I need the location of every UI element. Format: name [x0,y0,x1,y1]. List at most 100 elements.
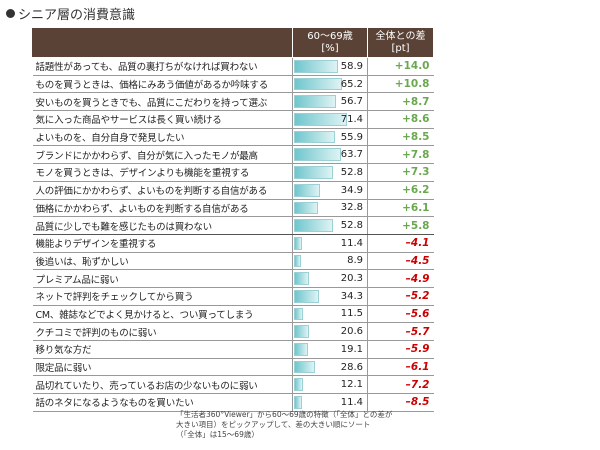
row-value-cell: 56.7 [292,92,368,112]
table-row: 移り気な方だ 19.1 –5.9 [32,340,434,359]
row-label: 気に入った商品やサービスは長く買い続ける [32,110,293,129]
row-value-cell: 11.4 [292,234,368,253]
row-value-cell: 20.3 [292,269,368,288]
table-row: 安いものを買うときでも、品質にこだわりを持って選ぶ 56.7 +8.7 [32,92,434,112]
row-value-cell: 52.8 [292,163,368,182]
table-body: 話題性があっても、品質の裏打ちがなければ買わない 58.9 +14.0 ものを買うとき… [32,57,434,412]
data-table: 60～69歳 [%] 全体との差 [pt] 話題性があっても、品質の裏打ちがなけ… [32,27,434,412]
row-value-cell: 11.5 [292,305,368,324]
table-row: 話のネタになるようなものを買いたい 11.4 –8.5 [32,393,434,412]
value-label: 20.6 [340,326,363,338]
footnote-line-2: 大きい項目）をピックアップして、差の大きい順にソート [176,420,371,429]
row-value-cell: 28.6 [292,358,368,377]
value-bar [294,77,343,91]
value-bar [294,325,310,338]
diff-label: +7.3 [367,163,434,182]
header-value-line1: 60～69歳 [307,30,353,42]
value-label: 65.2 [340,78,363,90]
table-row: 限定品に弱い 28.6 –6.1 [32,358,434,377]
row-label: プレミアム品に弱い [32,269,293,288]
chart-title: シニア層の消費意識 [6,3,135,23]
header-diff-column: 全体との差 [pt] [367,27,434,58]
row-label: ネットで評判をチェックしてから買う [32,287,293,306]
row-value-cell: 11.4 [292,393,368,412]
value-label: 11.4 [340,237,363,249]
table-header-row: 60～69歳 [%] 全体との差 [pt] [32,27,434,58]
footnote: 「生活者360°Viewer」から60～69歳の特徴（「全体」との差が 大きい項… [176,410,392,440]
value-label: 34.9 [340,184,363,196]
diff-label: –5.9 [367,340,434,359]
diff-label: –7.2 [367,375,434,395]
diff-label: –4.1 [367,234,434,253]
table-row: 価格にかかわらず、よいものを判断する自信がある 32.8 +6.1 [32,199,434,218]
diff-label: +8.7 [367,92,434,112]
header-value-line2: [%] [321,42,339,54]
row-label: 限定品に弱い [32,358,293,377]
row-value-cell: 19.1 [292,340,368,359]
footnote-line-3: （「全体」は15～69歳） [176,430,259,439]
row-value-cell: 12.1 [292,375,368,395]
row-value-cell: 32.8 [292,199,368,218]
row-value-cell: 34.9 [292,181,368,200]
value-bar [294,183,320,197]
value-label: 8.9 [347,255,363,267]
value-label: 34.3 [340,290,363,302]
row-value-cell: 20.6 [292,322,368,341]
diff-label: –5.2 [367,287,434,306]
diff-label: +14.0 [367,57,434,76]
chart-title-text: シニア層の消費意識 [18,7,136,23]
value-bar [294,272,310,285]
table-row: よいものを、自分自身で発見したい 55.9 +8.5 [32,128,434,147]
row-label: 機能よりデザインを重視する [32,234,293,253]
diff-label: +5.8 [367,216,434,235]
diff-label: +6.1 [367,199,434,218]
table-row: 機能よりデザインを重視する 11.4 –4.1 [32,234,434,253]
table-row: 品質に少しでも難を感じたものは買わない 52.8 +5.8 [32,216,434,235]
value-bar [294,360,316,374]
value-bar [294,289,320,303]
row-value-cell: 65.2 [292,75,368,94]
value-bar [294,378,303,392]
table-row: 品切れていたり、売っているお店の少ないものに弱い 12.1 –7.2 [32,375,434,395]
row-value-cell: 71.4 [292,110,368,129]
value-bar [294,307,303,321]
header-blank-cell [32,27,293,58]
table-row: 後追いは、恥ずかしい 8.9 –4.5 [32,252,434,271]
table-row: ブランドにかかわらず、自分が気に入ったモノが最高 63.7 +7.8 [32,145,434,165]
row-label: 移り気な方だ [32,340,293,359]
header-diff-line2: [pt] [391,42,410,54]
diff-label: –5.6 [367,305,434,324]
value-bar [294,60,338,73]
value-bar [294,254,301,268]
value-bar [294,130,336,144]
row-label: 品質に少しでも難を感じたものは買わない [32,216,293,235]
bullet-icon [6,8,15,18]
row-label: ブランドにかかわらず、自分が気に入ったモノが最高 [32,145,293,165]
row-value-cell: 34.3 [292,287,368,306]
value-label: 28.6 [340,361,363,373]
value-bar [294,201,319,215]
value-bar [294,219,334,232]
diff-label: +7.8 [367,145,434,165]
table-row: ものを買うときは、価格にみあう価値があるか吟味する 65.2 +10.8 [32,75,434,94]
value-bar [294,343,309,356]
diff-label: +6.2 [367,181,434,200]
value-label: 11.4 [340,396,363,408]
header-diff-line1: 全体との差 [375,30,426,42]
value-label: 71.4 [340,113,363,125]
table-row: 気に入った商品やサービスは長く買い続ける 71.4 +8.6 [32,110,434,129]
value-label: 19.1 [340,343,363,355]
value-label: 11.5 [340,308,363,320]
value-bar [294,148,342,162]
value-label: 32.8 [340,202,363,214]
table-row: プレミアム品に弱い 20.3 –4.9 [32,269,434,288]
footnote-line-1: 「生活者360°Viewer」から60～69歳の特徴（「全体」との差が [176,410,393,419]
value-label: 52.8 [340,220,363,232]
row-label: 話のネタになるようなものを買いたい [32,393,293,412]
value-label: 52.8 [340,166,363,178]
value-bar [294,166,334,179]
table-row: クチコミで評判のものに弱い 20.6 –5.7 [32,322,434,341]
value-label: 55.9 [340,131,363,143]
diff-label: –6.1 [367,358,434,377]
value-bar [294,95,336,109]
